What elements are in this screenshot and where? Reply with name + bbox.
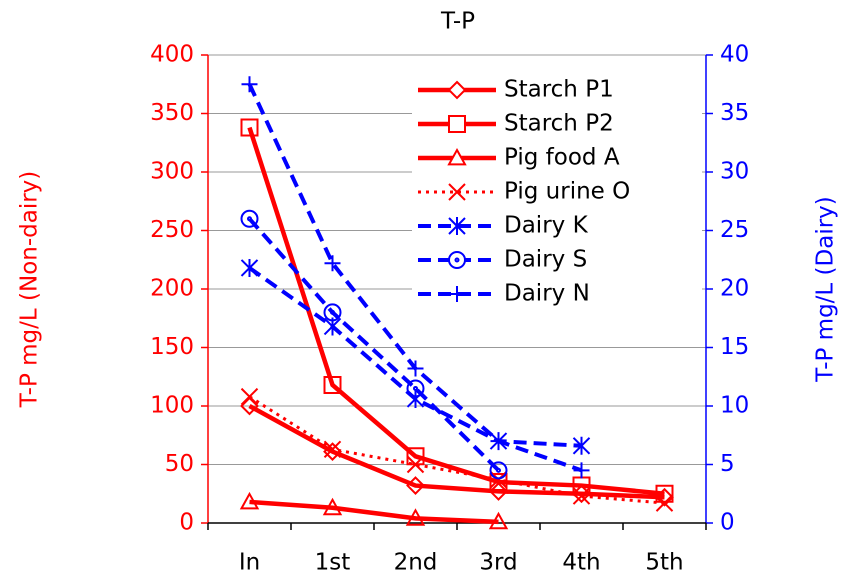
y-tick-label: 50 [165,451,194,477]
data-point [239,491,260,510]
series-line [247,126,665,496]
legend-swatch-marker [448,251,467,269]
series-line [248,217,500,472]
data-point [323,440,342,458]
legend-swatch-marker [448,183,466,201]
legend-swatch-marker [448,115,466,133]
data-point [323,442,342,462]
y2-tick-label: 5 [720,451,735,477]
y-tick-label: 350 [150,100,194,126]
x-tick-label: 4th [562,550,600,576]
data-point [240,209,259,228]
legend-swatch-marker [448,217,466,235]
legend-swatch-marker [447,147,467,166]
data-point [240,387,259,406]
x-tick-label: 2nd [394,550,438,576]
y2-tick-label: 15 [720,334,749,360]
x-tick-label: 1st [315,550,351,576]
y2-tick-label: 25 [720,217,749,243]
y-tick-label: 200 [150,276,194,302]
y2-tick-label: 35 [720,100,749,126]
y-tick-label: 300 [150,159,194,185]
data-point [407,360,424,377]
legend-label: Dairy S [504,247,587,273]
y-tick-label: 100 [150,393,194,419]
data-point [240,118,259,137]
y2-tick-label: 40 [720,42,749,68]
legend-label: Starch P2 [504,111,614,137]
data-point [406,476,425,495]
data-point [489,473,508,492]
y-tick-label: 250 [150,217,194,243]
y-tick-label: 0 [179,510,194,536]
legend-label: Dairy N [504,281,590,307]
y2-tick-label: 20 [720,276,749,302]
data-point [324,255,341,272]
y2-tick-label: 10 [720,393,749,419]
data-point [572,436,591,455]
y-axis-label: T-P mg/L (Non-dairy) [17,171,43,409]
data-point [322,497,343,516]
data-point [240,258,259,277]
series-line [248,404,665,500]
data-point [490,433,507,450]
data-point [488,511,509,530]
data-point [489,481,508,501]
data-point [241,76,258,93]
data-point [489,471,508,489]
y-tick-label: 400 [150,42,194,68]
data-point [573,462,590,479]
data-point [406,455,425,474]
data-point [323,303,342,322]
data-point [572,487,591,505]
series-line [249,499,499,525]
data-point [489,461,508,480]
legend: Starch P1 Starch P2 Pig food A Pig urine O D… [412,72,702,314]
x-tick-label: In [239,550,260,576]
x-tick-label: 5th [645,550,683,576]
legend-swatch-marker [449,286,465,302]
legend-label: Starch P1 [504,77,614,103]
series-line [248,395,665,505]
y-tick-label: 150 [150,334,194,360]
data-point [655,484,674,503]
data-point [406,447,425,466]
data-point [406,379,425,398]
chart-title: T-P [440,9,475,35]
legend-label: Dairy K [504,213,589,239]
data-point [405,508,426,526]
legend-label: Pig food A [504,145,620,171]
y2-axis-label: T-P mg/L (Dairy) [813,196,839,383]
y2-tick-label: 30 [720,159,749,185]
y2-tick-label: 0 [720,510,735,536]
legend-label: Pig urine O [504,179,630,205]
data-point [655,494,674,512]
data-point [323,375,342,394]
x-tick-label: 3rd [479,550,517,576]
legend-swatch-marker [447,80,467,100]
